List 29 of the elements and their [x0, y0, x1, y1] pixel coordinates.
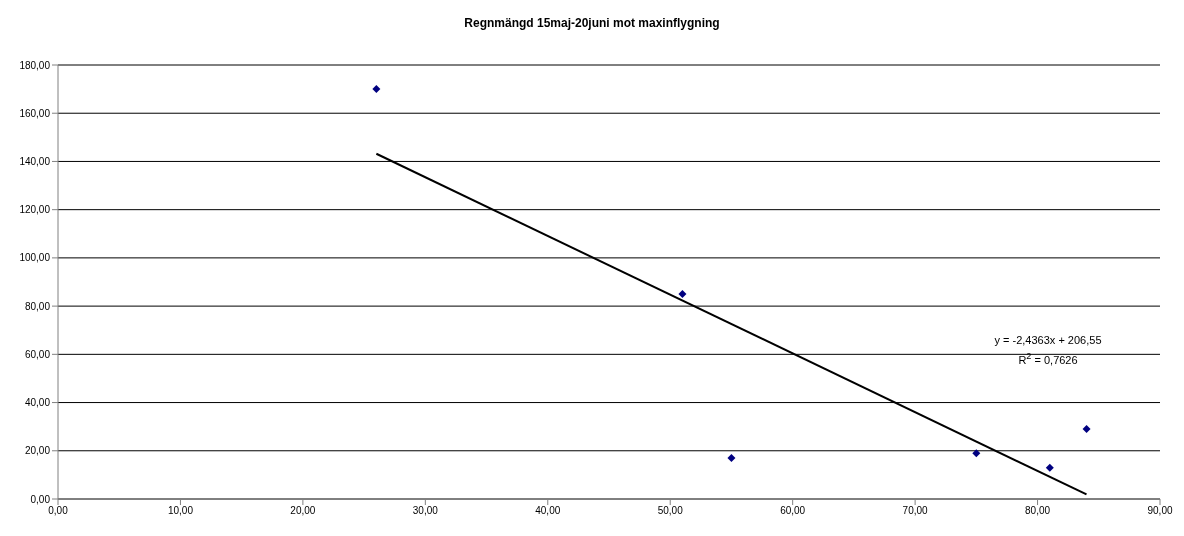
x-tick-label: 70,00 [902, 505, 929, 517]
annotation: y = -2,4363x + 206,55 [993, 333, 1103, 348]
y-tick-label: 80,00 [24, 300, 51, 312]
point [972, 449, 981, 458]
point [372, 85, 381, 94]
x-tick-label: 30,00 [412, 505, 439, 517]
annotation: R$^{2}$ = 0,7626 [1017, 350, 1079, 368]
y-tick-label: 160,00 [19, 107, 51, 119]
chart-title: Regnmängd 15maj-20juni mot maxinflygning [463, 16, 721, 30]
y-tick-label: 40,00 [24, 397, 51, 409]
point [727, 454, 736, 463]
y-tick-label: 120,00 [19, 204, 51, 216]
x-tick-label: 90,00 [1147, 505, 1173, 517]
y-tick-label: 60,00 [24, 348, 51, 360]
y-tick-label: 0,00 [30, 493, 51, 505]
x-tick-label: 40,00 [535, 505, 561, 517]
x-tick-label: 50,00 [657, 505, 684, 517]
point [678, 290, 687, 299]
y-tick-label: 180,00 [19, 59, 51, 71]
y-tick-label: 100,00 [19, 252, 51, 264]
x-tick-label: 0,00 [48, 505, 69, 517]
point [1082, 425, 1091, 434]
point [1045, 463, 1054, 472]
x-tick-label: 60,00 [780, 505, 806, 517]
x-tick-label: 20,00 [290, 505, 316, 517]
x-tick-label: 80,00 [1025, 505, 1051, 517]
y-tick-label: 140,00 [19, 155, 51, 167]
x-tick-label: 10,00 [167, 505, 194, 517]
y-tick-label: 20,00 [24, 445, 51, 457]
